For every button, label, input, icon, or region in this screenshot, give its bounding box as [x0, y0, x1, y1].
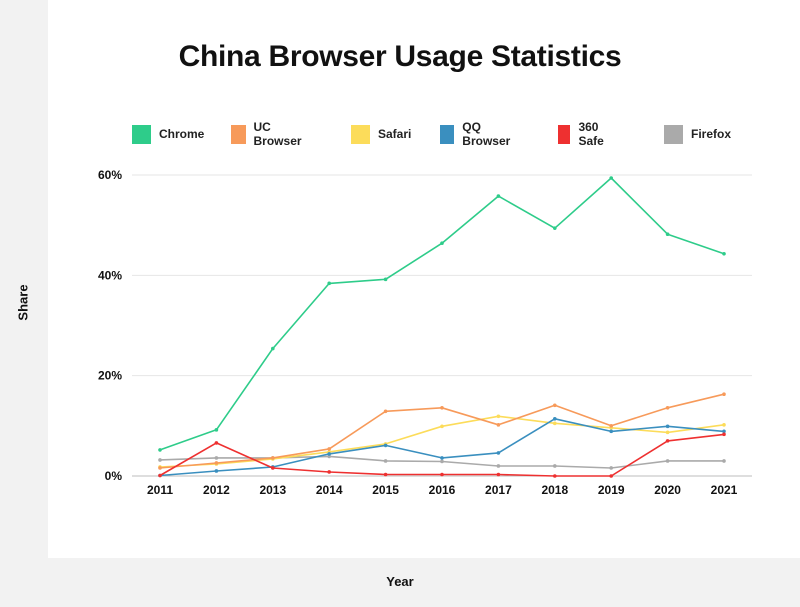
data-point — [440, 405, 444, 410]
legend-label: Safari — [378, 127, 412, 141]
data-point — [665, 439, 670, 443]
data-point — [665, 430, 670, 435]
data-point — [722, 251, 726, 256]
x-tick-label: 2019 — [598, 483, 625, 497]
x-tick-label: 2017 — [485, 483, 512, 497]
data-point — [553, 421, 557, 426]
data-point — [440, 472, 444, 477]
y-tick-label: 40% — [98, 268, 122, 282]
legend-swatch — [440, 124, 455, 144]
data-point — [665, 232, 670, 236]
data-point — [722, 423, 726, 427]
data-point — [496, 423, 501, 427]
data-point — [496, 194, 501, 198]
data-point — [383, 443, 388, 448]
y-axis-title-strip — [0, 0, 48, 558]
legend-label: QQ Browser — [462, 120, 511, 148]
legend-label: Chrome — [159, 127, 205, 141]
y-tick-label: 60% — [98, 168, 122, 182]
data-point — [609, 474, 613, 478]
chart-panel — [48, 0, 800, 558]
x-tick-label: 2012 — [203, 483, 230, 497]
data-point — [609, 466, 613, 470]
legend-item-safari: Safari — [351, 124, 411, 144]
x-tick-label: 2013 — [259, 483, 286, 497]
data-point — [327, 452, 332, 456]
data-point — [158, 466, 162, 470]
legend-item-qq-browser: QQ Browser — [440, 120, 515, 148]
data-point — [214, 469, 219, 473]
data-point — [214, 461, 219, 465]
legend-item-chrome: Chrome — [132, 124, 204, 144]
legend-swatch — [664, 124, 683, 144]
data-point — [383, 277, 388, 282]
data-point — [609, 424, 613, 428]
chart-title: China Browser Usage Statistics — [178, 40, 622, 73]
data-point — [553, 403, 557, 408]
data-point — [722, 432, 726, 437]
data-point — [722, 392, 726, 397]
data-point — [271, 466, 275, 470]
data-point — [271, 456, 275, 460]
data-point — [496, 464, 501, 468]
data-point — [214, 456, 219, 460]
data-point — [496, 472, 501, 477]
x-tick-label: 2016 — [429, 483, 456, 497]
data-point — [158, 458, 162, 462]
data-point — [271, 346, 275, 351]
data-point — [496, 451, 501, 455]
data-point — [327, 447, 332, 451]
data-point — [440, 424, 444, 429]
data-point — [440, 241, 444, 246]
x-tick-label: 2018 — [541, 483, 568, 497]
data-point — [665, 405, 670, 410]
legend-item-uc-browser: UC Browser — [231, 120, 306, 148]
data-point — [214, 441, 219, 445]
x-tick-label: 2014 — [316, 483, 343, 497]
data-point — [383, 472, 388, 477]
legend-label: 360 Safe — [578, 120, 604, 148]
legend-swatch — [558, 124, 571, 144]
data-point — [158, 448, 162, 452]
legend-item-firefox: Firefox — [664, 124, 731, 144]
data-point — [214, 428, 219, 432]
data-point — [609, 429, 613, 434]
x-axis-title-strip — [0, 558, 800, 607]
data-point — [440, 459, 444, 464]
data-point — [327, 470, 332, 474]
data-point — [553, 464, 557, 468]
data-point — [553, 226, 557, 230]
legend-label: UC Browser — [253, 120, 302, 148]
data-point — [665, 424, 670, 429]
data-point — [665, 459, 670, 463]
x-tick-label: 2021 — [711, 483, 738, 497]
x-tick-label: 2015 — [372, 483, 399, 497]
data-point — [327, 281, 332, 286]
data-point — [440, 456, 444, 460]
data-point — [553, 474, 557, 478]
legend-swatch — [132, 124, 151, 144]
data-point — [609, 176, 613, 180]
legend-swatch — [351, 124, 370, 144]
data-point — [496, 414, 501, 419]
data-point — [722, 459, 726, 463]
y-tick-label: 0% — [105, 469, 123, 483]
data-point — [383, 409, 388, 414]
legend-swatch — [231, 124, 246, 144]
data-point — [327, 454, 332, 459]
data-point — [722, 429, 726, 434]
x-axis-title: Year — [386, 574, 414, 589]
legend-item-360-safe: 360 Safe — [558, 120, 610, 148]
data-point — [553, 417, 557, 421]
x-tick-label: 2020 — [654, 483, 681, 497]
data-point — [158, 473, 162, 478]
x-tick-label: 2011 — [147, 483, 173, 497]
y-tick-label: 20% — [98, 369, 122, 383]
data-point — [383, 459, 388, 463]
legend-label: Firefox — [691, 127, 732, 141]
